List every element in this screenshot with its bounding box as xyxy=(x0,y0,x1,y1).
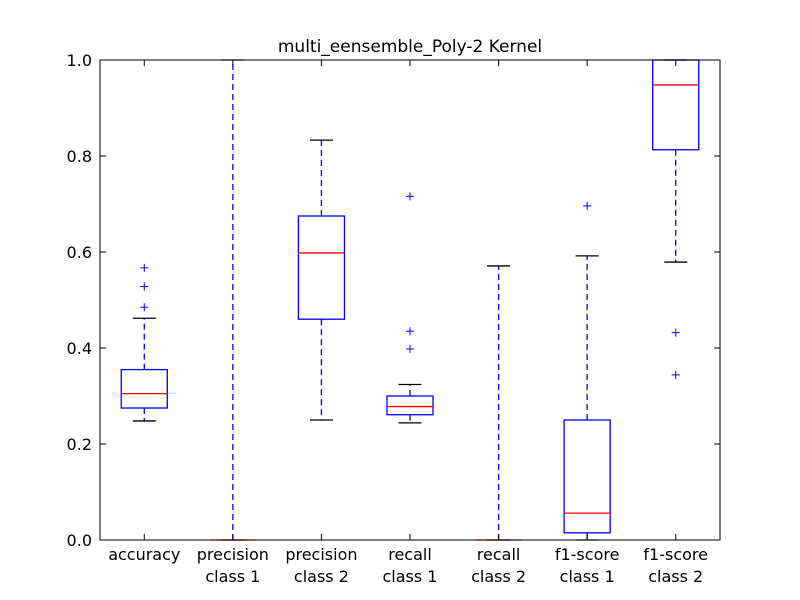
box-group-3 xyxy=(297,139,346,421)
x-tick-label: precision xyxy=(197,545,269,564)
x-tick-label: class 2 xyxy=(294,567,349,586)
box-group-1 xyxy=(120,263,168,422)
x-tick-label: class 1 xyxy=(560,567,615,586)
flier-point xyxy=(140,263,149,272)
box xyxy=(120,368,168,409)
flier-point xyxy=(671,328,680,337)
flier-point xyxy=(406,344,414,353)
x-tick-label: f1-score xyxy=(643,545,708,564)
box xyxy=(297,215,346,320)
x-axis: accuracy precision class 1 precision class 2… xyxy=(108,60,708,586)
x-tick-label: accuracy xyxy=(108,545,180,564)
x-tick-label: class 2 xyxy=(648,567,703,586)
y-axis: 0.0 0.2 0.4 0.6 0.8 1.0 xyxy=(67,51,720,550)
flier-point xyxy=(140,282,149,291)
y-tick-label: 0.8 xyxy=(67,147,92,166)
flier-point xyxy=(140,303,149,312)
box-group-4 xyxy=(386,192,434,424)
box xyxy=(386,395,434,416)
y-tick-label: 0.0 xyxy=(67,531,92,550)
flier-point xyxy=(671,370,680,379)
x-tick-label: recall xyxy=(477,545,521,564)
box xyxy=(563,419,611,534)
chart-title: multi_eensemble_Poly-2 Kernel xyxy=(278,37,542,57)
x-tick-label: recall xyxy=(388,545,432,564)
x-tick-label: class 2 xyxy=(471,567,526,586)
x-tick-label: f1-score xyxy=(555,545,620,564)
y-tick-label: 0.6 xyxy=(67,243,92,262)
x-tick-label: class 1 xyxy=(383,567,438,586)
y-tick-label: 0.2 xyxy=(67,435,92,454)
x-tick-label: class 1 xyxy=(205,567,260,586)
flier-point xyxy=(583,201,592,210)
flier-point xyxy=(406,327,414,336)
flier-point xyxy=(406,192,414,201)
x-tick-label: precision xyxy=(285,545,357,564)
y-tick-label: 0.4 xyxy=(67,339,92,358)
y-tick-label: 1.0 xyxy=(67,51,92,70)
